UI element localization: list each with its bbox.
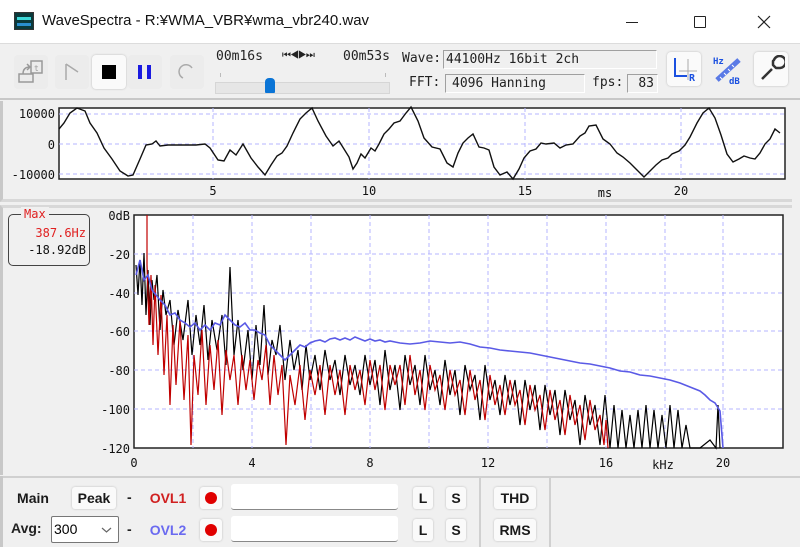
export-icon: t [18,60,43,83]
avg-select[interactable]: 300 [51,516,119,543]
ovl2-record-button[interactable] [200,519,222,541]
spec-x-tick: 4 [248,456,255,470]
minimize-icon [626,21,638,23]
spec-y-tick: 0dB [108,209,130,223]
svg-text:t: t [34,64,39,73]
title-bar: WaveSpectra - R:¥WMA_VBR¥wma_vbr240.wav [0,0,800,44]
loop-button[interactable] [170,55,204,89]
wave-format-field: 44100Hz 16bit 2ch [443,50,657,69]
chevron-down-icon [101,527,112,533]
fps-label: fps: [592,75,624,90]
stop-icon [102,65,116,79]
ovl1-button[interactable]: OVL1 [149,490,187,506]
spec-x-unit: kHz [652,458,674,472]
wave-x-tick: 5 [209,184,216,198]
app-icon [14,12,34,30]
thd-button[interactable]: THD [494,487,536,509]
wrench-icon [761,55,785,80]
spec-y-tick: -40 [108,287,130,301]
spec-x-tick: 8 [366,456,373,470]
lr-channel-icon: R [674,58,697,83]
ovl2-save-button[interactable]: S [446,519,466,541]
ovl2-input[interactable] [231,516,398,542]
seek-thumb[interactable] [265,78,275,93]
spectrum-panel: 0dB -20 -40 -60 -80 -100 -120 0 4 8 12 1… [0,205,792,475]
time-total: 00m53s [343,49,390,64]
svg-text:dB: dB [729,77,740,85]
svg-text:R: R [689,73,696,83]
bottom-controls: Main Peak - OVL1 L S THD Avg: 300 - OVL2… [0,476,800,547]
seek-slider[interactable] [215,78,390,94]
spectrum-graph[interactable]: 0dB -20 -40 -60 -80 -100 -120 0 4 8 12 1… [0,205,792,475]
ovl1-load-button[interactable]: L [413,487,433,509]
record-icon [205,492,217,504]
wave-x-tick: 15 [518,184,532,198]
spec-x-tick: 0 [130,456,137,470]
max-level: -18.92dB [28,243,86,257]
rms-button[interactable]: RMS [494,519,536,541]
spec-y-tick: -80 [108,364,130,378]
hz-db-scale-button[interactable]: Hz dB [711,52,745,86]
fft-label: FFT: [409,75,441,90]
wave-x-unit: ms [598,186,612,200]
ovl2-load-button[interactable]: L [413,519,433,541]
wave-x-tick: 10 [362,184,376,198]
divider [0,476,3,547]
minimize-button[interactable] [609,0,655,44]
export-button[interactable]: t [14,55,48,89]
max-frequency: 387.6Hz [35,226,86,240]
play-icon [65,63,79,80]
stop-button[interactable] [92,55,126,89]
peak-button[interactable]: Peak [72,487,116,509]
transport-nav-buttons[interactable]: ⏮◀▶⏭ [282,50,315,61]
main-button[interactable]: Main [17,490,49,506]
max-readout: Max 387.6Hz -18.92dB [8,207,90,266]
wave-label: Wave: [402,51,442,66]
spec-x-tick: 20 [716,456,730,470]
hz-db-scale-icon: Hz dB [713,57,741,85]
seek-tick-end [385,73,386,77]
seek-tick-start [220,73,221,77]
spec-y-tick: -120 [101,442,130,456]
spec-y-tick: -100 [101,403,130,417]
spec-y-tick: -20 [108,248,130,262]
divider [549,476,551,547]
settings-button[interactable] [754,52,788,86]
ovl2-button[interactable]: OVL2 [149,522,187,538]
play-button[interactable] [55,55,89,89]
spec-x-tick: 16 [599,456,613,470]
waveform-graph[interactable]: 10000 0 -10000 5 10 15 ms 20 [0,101,792,202]
pause-button[interactable] [128,55,162,89]
fft-setting-field: 4096 Hanning [445,74,585,93]
wave-y-tick: 10000 [19,107,55,121]
avg-label: Avg: [11,520,42,536]
pause-icon [138,65,151,79]
record-icon [205,524,217,536]
wave-y-tick: 0 [48,138,55,152]
loop-icon [178,63,193,79]
toolbar: t 00m16s ⏮◀▶⏭ 00m53s Wave: 44100Hz 16bit… [0,45,800,100]
avg-value: 300 [54,521,78,537]
maximize-icon [694,16,706,28]
lr-channel-button[interactable]: R [667,52,701,86]
dash-separator: - [127,489,132,505]
window-title: WaveSpectra - R:¥WMA_VBR¥wma_vbr240.wav [42,12,370,29]
max-label: Max [21,207,49,221]
divider [479,476,481,547]
ovl1-record-button[interactable] [200,487,222,509]
dash-separator: - [127,521,132,537]
svg-text:Hz: Hz [713,57,724,67]
ovl1-input[interactable] [231,484,398,510]
spec-x-tick: 12 [481,456,495,470]
waveform-panel: 10000 0 -10000 5 10 15 ms 20 [0,101,792,202]
time-current: 00m16s [216,49,263,64]
wave-y-tick: -10000 [12,168,55,182]
ovl1-save-button[interactable]: S [446,487,466,509]
close-button[interactable] [741,0,787,44]
fps-value: 83 [627,74,658,93]
close-icon [757,15,771,29]
maximize-button[interactable] [677,0,723,44]
wave-x-tick: 20 [674,184,688,198]
spec-y-tick: -60 [108,325,130,339]
